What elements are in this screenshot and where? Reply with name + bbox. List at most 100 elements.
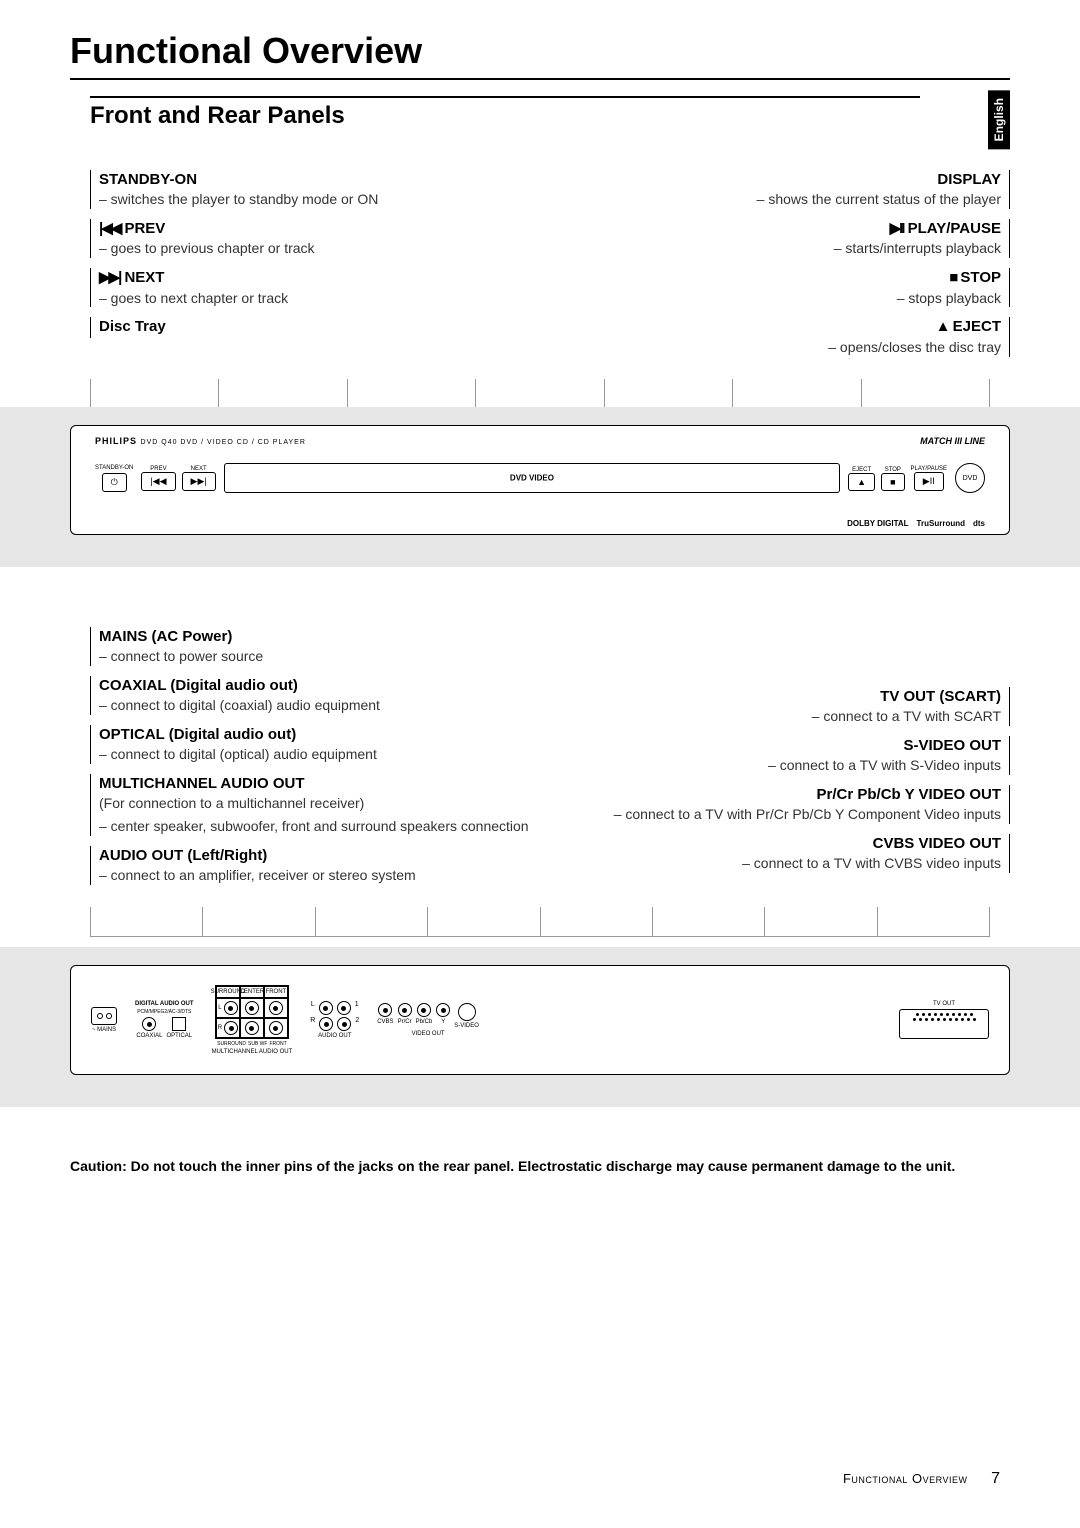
digital-audio-group: DIGITAL AUDIO OUT PCM/MPEG2/AC-3/DTS COA… xyxy=(135,1001,194,1039)
label: EJECT xyxy=(953,318,1001,335)
digital-label: DIGITAL AUDIO OUT xyxy=(135,1001,194,1007)
label: TV OUT (SCART) xyxy=(560,687,1001,707)
front-panel-illustration: PHILIPS DVD Q40 DVD / VIDEO CD / CD PLAY… xyxy=(0,407,1080,567)
desc: – connect to a TV with S-Video inputs xyxy=(560,756,1001,775)
callout-eject: ▲ EJECT – opens/closes the disc tray xyxy=(560,317,1010,356)
prcr-label: Pr/Cr xyxy=(398,1019,412,1025)
callout-cvbs: CVBS VIDEO OUT – connect to a TV with CV… xyxy=(560,834,1010,873)
next-icon: ▶▶| xyxy=(99,269,120,286)
video-out-group: CVBS Pr/Cr Pb/Cb Y S-VIDEO VIDEO OUT xyxy=(377,1003,479,1037)
standby-button: ⏻ xyxy=(102,473,127,492)
label: AUDIO OUT (Left/Right) xyxy=(99,846,540,866)
r: R xyxy=(218,1025,222,1031)
eject-icon: ▲ xyxy=(936,318,949,335)
rear-panel-illustration: ~ MAINS DIGITAL AUDIO OUT PCM/MPEG2/AC-3… xyxy=(0,947,1080,1107)
desc: – connect to a TV with Pr/Cr Pb/Cb Y Com… xyxy=(560,805,1001,824)
bot-subwf: SUB WF xyxy=(248,1041,267,1047)
stop-button: ■ xyxy=(881,473,904,491)
coaxial-jack xyxy=(142,1017,156,1031)
page-footer: Functional Overview 7 xyxy=(843,1470,1000,1488)
desc: – switches the player to standby mode or… xyxy=(99,190,540,209)
dvd-logo: DVD VIDEO xyxy=(510,474,554,483)
l: L xyxy=(311,1001,315,1015)
desc: – connect to a TV with SCART xyxy=(560,707,1001,726)
callout-audio-out: AUDIO OUT (Left/Right) – connect to an a… xyxy=(90,846,540,885)
scart-connector xyxy=(899,1009,989,1039)
rear-leader-lines xyxy=(90,907,990,937)
desc: – goes to previous chapter or track xyxy=(99,239,540,258)
tv-out-label: TV OUT xyxy=(933,1001,955,1007)
digital-sub: PCM/MPEG2/AC-3/DTS xyxy=(137,1009,191,1015)
video-out-label: VIDEO OUT xyxy=(412,1031,445,1037)
footer-section: Functional Overview xyxy=(843,1471,968,1486)
bot-surround: SURROUND xyxy=(217,1041,246,1047)
desc: – connect to a TV with CVBS video inputs xyxy=(560,854,1001,873)
stop-icon: ■ xyxy=(949,269,956,286)
mains-jack: ~ MAINS xyxy=(91,1007,117,1033)
callout-coaxial: COAXIAL (Digital audio out) – connect to… xyxy=(90,676,540,715)
label: MAINS (AC Power) xyxy=(99,627,540,647)
caution-text: Caution: Do not touch the inner pins of … xyxy=(70,1157,1010,1177)
hdr-surround: SURROUND xyxy=(216,986,240,998)
model: DVD Q40 DVD / VIDEO CD / CD PLAYER xyxy=(141,439,306,446)
cvbs-label: CVBS xyxy=(377,1019,393,1025)
dolby-logo: DOLBY DIGITAL xyxy=(847,519,908,528)
label: COAXIAL (Digital audio out) xyxy=(99,676,540,696)
label: Disc Tray xyxy=(99,317,540,337)
r: R xyxy=(310,1017,315,1031)
trusurround-logo: TruSurround xyxy=(917,519,965,528)
rear-callouts: MAINS (AC Power) – connect to power sour… xyxy=(90,627,1010,896)
svideo-jack xyxy=(458,1003,476,1021)
callout-standby: STANDBY-ON – switches the player to stan… xyxy=(90,170,540,209)
label: Pr/Cr Pb/Cb Y VIDEO OUT xyxy=(560,785,1001,805)
front-callouts: STANDBY-ON – switches the player to stan… xyxy=(90,170,1010,367)
callout-mains: MAINS (AC Power) – connect to power sour… xyxy=(90,627,540,666)
desc: – shows the current status of the player xyxy=(560,190,1001,209)
svideo-label: S-VIDEO xyxy=(454,1023,479,1029)
one: 1 xyxy=(355,1001,359,1015)
hdr-front: FRONT xyxy=(264,986,288,998)
audio-out-label: AUDIO OUT xyxy=(318,1033,351,1039)
section-title: Front and Rear Panels xyxy=(90,96,920,130)
prev-icon: |◀◀ xyxy=(99,220,120,237)
callout-prev: |◀◀ PREV – goes to previous chapter or t… xyxy=(90,219,540,258)
callout-display: DISPLAY – shows the current status of th… xyxy=(560,170,1010,209)
label: STOP xyxy=(960,269,1001,286)
desc: – connect to power source xyxy=(99,647,540,666)
eject-label: EJECT xyxy=(852,467,871,473)
callout-component: Pr/Cr Pb/Cb Y VIDEO OUT – connect to a T… xyxy=(560,785,1010,824)
callout-multichannel: MULTICHANNEL AUDIO OUT (For connection t… xyxy=(90,774,540,836)
multi-label: MULTICHANNEL AUDIO OUT xyxy=(212,1049,293,1055)
page-number: 7 xyxy=(991,1470,1000,1487)
label: CVBS VIDEO OUT xyxy=(560,834,1001,854)
desc: – connect to digital (coaxial) audio equ… xyxy=(99,696,540,715)
label: MULTICHANNEL AUDIO OUT xyxy=(99,774,540,794)
callout-optical: OPTICAL (Digital audio out) – connect to… xyxy=(90,725,540,764)
desc2: – center speaker, subwoofer, front and s… xyxy=(99,817,540,836)
brand: PHILIPS xyxy=(95,436,137,446)
language-tab: English xyxy=(988,90,1010,149)
scart-group: TV OUT xyxy=(899,1001,989,1039)
two: 2 xyxy=(355,1017,359,1031)
callout-disctray: Disc Tray xyxy=(90,317,540,337)
desc: (For connection to a multichannel receiv… xyxy=(99,794,540,813)
hdr-center: CENTER xyxy=(240,986,264,998)
label: DISPLAY xyxy=(560,170,1001,190)
desc: – starts/interrupts playback xyxy=(560,239,1001,258)
desc: – connect to digital (optical) audio equ… xyxy=(99,745,540,764)
mains-label: ~ MAINS xyxy=(92,1027,116,1033)
stop-label: STOP xyxy=(885,467,901,473)
desc: – connect to an amplifier, receiver or s… xyxy=(99,866,540,885)
bot-front: FRONT xyxy=(269,1041,286,1047)
page-title: Functional Overview xyxy=(70,30,1010,80)
label: S-VIDEO OUT xyxy=(560,736,1001,756)
label: OPTICAL (Digital audio out) xyxy=(99,725,540,745)
desc: – stops playback xyxy=(560,289,1001,308)
front-leader-lines xyxy=(90,379,990,409)
desc: – goes to next chapter or track xyxy=(99,289,540,308)
multichannel-group: SURROUND CENTER FRONT L R SURROUND SUB W… xyxy=(212,985,293,1055)
callout-play: ▶II PLAY/PAUSE – starts/interrupts playb… xyxy=(560,219,1010,258)
label: PREV xyxy=(124,220,165,237)
play-icon: ▶II xyxy=(890,220,904,237)
optical-label: OPTICAL xyxy=(166,1033,192,1039)
